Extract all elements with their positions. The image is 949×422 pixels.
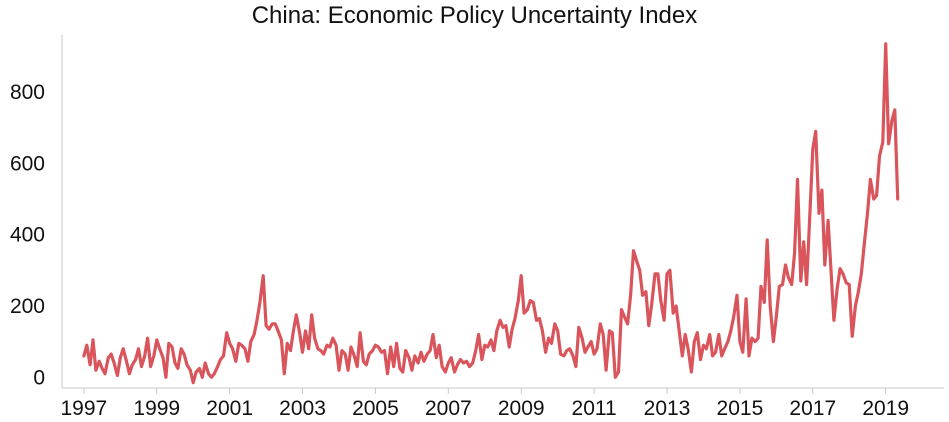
series-line-0 bbox=[82, 42, 900, 385]
y-tick-label: 800 bbox=[10, 81, 45, 104]
x-tick-label: 1997 bbox=[61, 397, 108, 420]
x-tick-label: 2003 bbox=[279, 397, 326, 420]
labels-layer: 1997 1999 2001 2003 2005 2007 2009 2011 2013 2015… bbox=[10, 81, 909, 420]
x-tick-label: 1999 bbox=[133, 397, 180, 420]
chart-title: China: Economic Policy Uncertainty Index bbox=[251, 2, 698, 29]
x-tick-label: 2007 bbox=[425, 397, 472, 420]
y-tick-label: 0 bbox=[33, 366, 45, 389]
x-tick-label: 2011 bbox=[572, 397, 617, 420]
x-tick-label: 2019 bbox=[862, 397, 909, 420]
x-tick-label: 2015 bbox=[717, 397, 764, 420]
y-tick-label: 600 bbox=[10, 152, 45, 175]
y-tick-label: 400 bbox=[10, 224, 45, 247]
x-tick-label: 2009 bbox=[498, 397, 545, 420]
x-tick-label: 2005 bbox=[352, 397, 399, 420]
axes-layer bbox=[61, 35, 944, 394]
x-tick-label: 2001 bbox=[206, 397, 253, 420]
x-tick-label: 2013 bbox=[644, 397, 691, 420]
series-layer bbox=[82, 42, 900, 385]
x-tick-label: 2017 bbox=[789, 397, 836, 420]
y-tick-label: 200 bbox=[10, 295, 45, 318]
